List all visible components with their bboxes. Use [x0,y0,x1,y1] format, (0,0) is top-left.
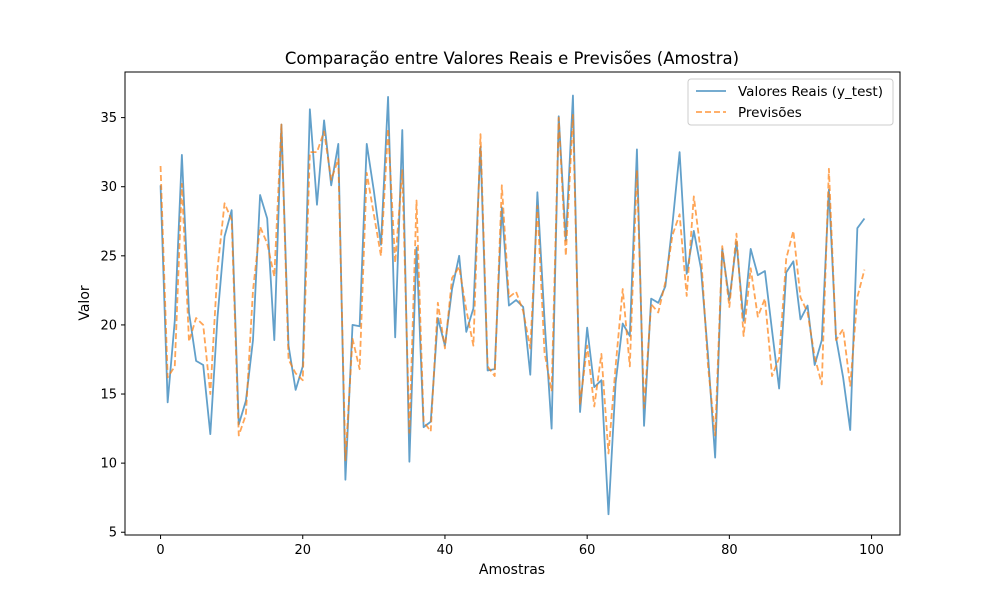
y-tick-label: 10 [100,457,117,472]
x-tick-label: 80 [721,543,738,558]
x-tick-label: 20 [294,543,311,558]
y-tick-label: 20 [100,318,117,333]
legend-label-actual: Valores Reais (y_test) [738,84,883,100]
y-tick-label: 5 [109,526,117,541]
y-tick-label: 15 [100,388,117,403]
x-axis-ticks: 0 20 40 60 80 100 [156,535,884,558]
series-line-actual [159,94,866,516]
legend-label-predicted: Previsões [738,105,802,121]
x-tick-label: 40 [437,543,454,558]
series-layer [159,94,866,516]
y-tick-label: 25 [100,249,117,264]
x-tick-label: 0 [156,543,164,558]
x-tick-label: 100 [859,543,884,558]
chart-title: Comparação entre Valores Reais e Previsõ… [285,49,739,68]
y-tick-label: 30 [100,180,117,195]
y-tick-label: 35 [100,111,117,126]
plot-area [124,71,901,536]
legend: Valores Reais (y_test) Previsões [687,78,894,126]
x-axis-label: Amostras [479,562,545,578]
y-axis-ticks: 5 10 15 20 25 30 35 [100,111,125,541]
legend-box [687,78,894,126]
y-axis-label: Valor [77,285,93,321]
axes-frame [124,71,901,536]
x-tick-label: 60 [579,543,596,558]
series-line-predicted [159,113,866,462]
